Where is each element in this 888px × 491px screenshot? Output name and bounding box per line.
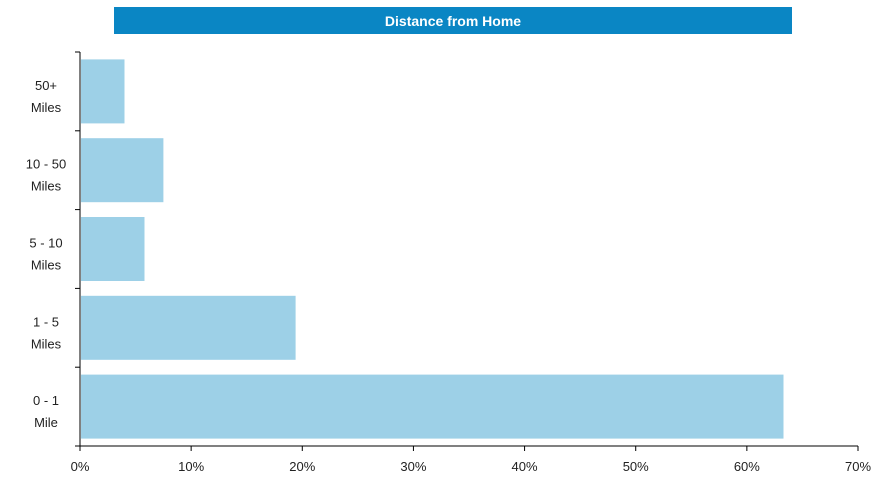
- y-tick-label: 1 - 5 Miles: [31, 314, 62, 351]
- bar: [81, 374, 784, 439]
- x-tick-label: 0%: [71, 459, 90, 474]
- y-tick-label: 5 - 10 Miles: [29, 236, 62, 273]
- x-tick-label: 60%: [734, 459, 760, 474]
- chart-title: Distance from Home: [114, 7, 792, 34]
- y-tick-label: 10 - 50 Miles: [26, 157, 66, 194]
- bar: [81, 217, 145, 281]
- x-tick-label: 30%: [400, 459, 426, 474]
- x-tick-label: 50%: [623, 459, 649, 474]
- bar: [81, 59, 125, 124]
- x-tick-label: 40%: [512, 459, 538, 474]
- x-tick-label: 70%: [845, 459, 871, 474]
- bar: [81, 295, 296, 360]
- bar: [81, 138, 164, 203]
- y-tick-label: 0 - 1 Mile: [33, 393, 59, 430]
- y-tick-label: 50+ Miles: [31, 78, 62, 115]
- x-tick-label: 20%: [289, 459, 315, 474]
- x-tick-label: 10%: [178, 459, 204, 474]
